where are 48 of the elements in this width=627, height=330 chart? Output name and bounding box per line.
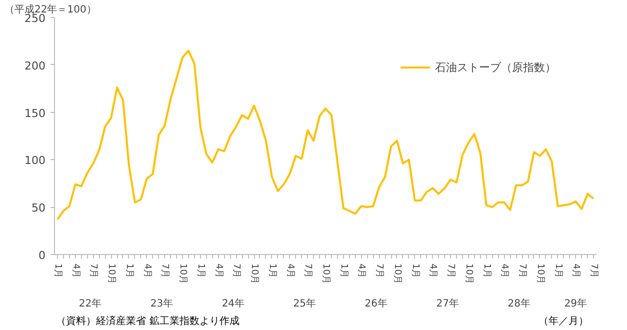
x-tick-label: 1月 xyxy=(124,264,134,278)
x-tick-label: 1月 xyxy=(195,264,206,278)
x-tick-label: 10月 xyxy=(534,264,545,284)
text: 22年 xyxy=(78,298,102,310)
x-tick-label: 7月 xyxy=(302,264,313,278)
x-tick-label: 4月 xyxy=(570,264,581,278)
text: 29年 xyxy=(564,298,588,310)
text: 28年 xyxy=(508,298,530,310)
x-tick-label: 10月 xyxy=(249,264,260,284)
x-axis-title: （年／月） xyxy=(538,315,589,327)
x-tick-label: 1月 xyxy=(410,264,420,278)
x-tick-label: 10月 xyxy=(106,264,116,284)
x-tick-label: 10月 xyxy=(320,264,330,284)
text: 23年 xyxy=(150,298,174,310)
text: 27年 xyxy=(436,298,459,310)
x-tick-label: 7月 xyxy=(88,264,98,278)
text: 25年 xyxy=(293,298,316,310)
x-tick-label: 10月 xyxy=(178,264,188,284)
x-tick-label: 7月 xyxy=(374,264,384,278)
x-tick-label: 4月 xyxy=(499,264,510,278)
text: 26年 xyxy=(364,298,388,310)
x-tick-label: 4月 xyxy=(142,264,152,278)
x-tick-label: 4月 xyxy=(428,264,438,278)
x-tick-label: 1月 xyxy=(481,264,492,278)
text: 24年 xyxy=(222,298,245,310)
y-tick-label: 50 xyxy=(32,202,46,215)
x-tick-label: 4月 xyxy=(213,264,224,278)
x-tick-label: 7月 xyxy=(160,264,170,278)
x-tick-label: 4月 xyxy=(356,264,366,278)
y-tick-label: 100 xyxy=(24,154,46,168)
line-series xyxy=(56,50,595,220)
x-tick-label: 7月 xyxy=(588,264,599,278)
x-tick-label: 7月 xyxy=(446,264,456,278)
x-tick-label: 1月 xyxy=(338,264,348,278)
x-tick-label: 7月 xyxy=(231,264,242,278)
x-tick-label: 4月 xyxy=(284,264,295,278)
x-tick-label: 7月 xyxy=(517,264,528,278)
x-tick-label: 10月 xyxy=(392,264,402,284)
y-tick-label: 150 xyxy=(24,106,46,120)
text: （資料）経済産業省 鉱工業指数より作成 xyxy=(56,315,240,327)
x-tick-label: 1月 xyxy=(266,264,277,278)
legend-label: 石油ストーブ（原指数） xyxy=(435,60,556,74)
y-tick-label: 200 xyxy=(24,59,46,72)
x-tick-label: 1月 xyxy=(552,264,563,278)
y-tick-label: 0 xyxy=(38,249,46,262)
x-tick-label: 1月 xyxy=(52,264,62,278)
x-tick-label: 4月 xyxy=(70,264,80,278)
x-tick-label: 10月 xyxy=(463,264,474,284)
